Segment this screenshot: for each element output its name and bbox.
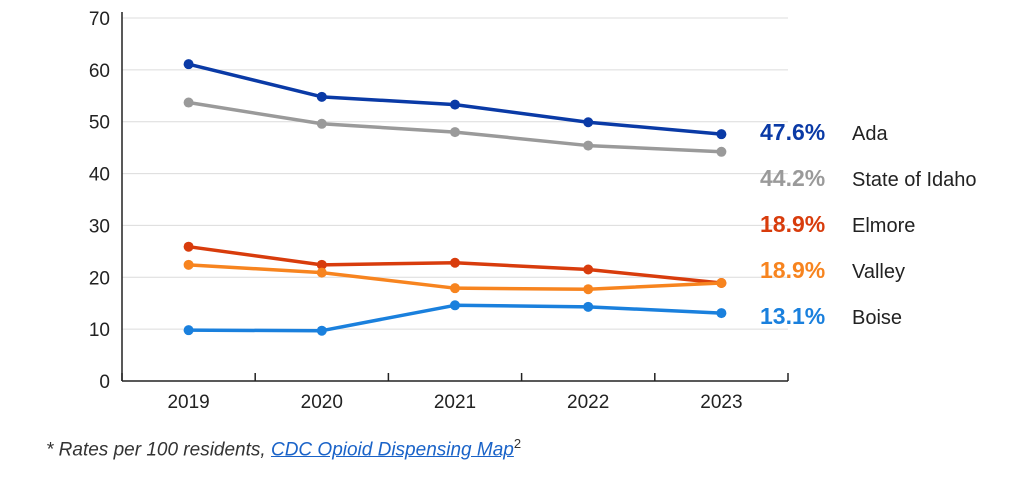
data-point-boise <box>583 301 594 312</box>
data-point-boise <box>183 325 194 336</box>
data-point-valley <box>583 284 594 295</box>
footnote: * Rates per 100 residents, CDC Opioid Di… <box>46 436 521 461</box>
end-value-boise: 13.1% <box>760 303 825 329</box>
data-point-elmore <box>316 259 327 270</box>
data-point-state-of-idaho <box>450 127 460 138</box>
data-point-ada <box>183 59 194 70</box>
data-point-ada <box>316 91 327 102</box>
data-point-state-of-idaho <box>183 97 194 108</box>
y-tick-label: 40 <box>89 165 110 186</box>
data-point-boise <box>450 300 460 311</box>
end-value-valley: 18.9% <box>760 257 825 283</box>
y-tick-label: 70 <box>89 9 110 30</box>
axes: 0 10 20 30 40 50 60 70 2019 2020 2021 2022 2023 <box>89 9 789 413</box>
x-tick-label: 2019 <box>167 392 209 413</box>
x-tick-label: 2020 <box>301 392 343 413</box>
y-tick-label: 20 <box>89 268 110 289</box>
x-tick-label: 2022 <box>567 392 609 413</box>
data-point-state-of-idaho <box>716 146 727 157</box>
y-tick-label: 0 <box>99 372 110 393</box>
series-name-boise: Boise <box>852 307 902 329</box>
series-lines <box>183 59 727 336</box>
data-point-elmore <box>583 264 594 275</box>
series-name-elmore: Elmore <box>852 215 915 237</box>
x-tick-label: 2021 <box>434 392 476 413</box>
data-point-valley <box>183 259 194 270</box>
footnote-text: * Rates per 100 residents, <box>46 439 271 461</box>
end-value-elmore: 18.9% <box>760 211 825 237</box>
end-labels: 47.6% Ada 44.2% State of Idaho 18.9% Elmore 18… <box>760 119 977 329</box>
data-point-ada <box>450 99 460 110</box>
data-point-elmore <box>450 257 460 268</box>
grid-lines <box>122 17 788 330</box>
data-point-boise <box>716 308 727 319</box>
line-chart: 0 10 20 30 40 50 60 70 2019 2020 2021 2022 2023 47.6… <box>89 9 977 413</box>
data-point-state-of-idaho <box>316 118 327 129</box>
series-name-ada: Ada <box>852 123 888 145</box>
series-name-valley: Valley <box>852 261 905 283</box>
data-point-state-of-idaho <box>583 140 594 151</box>
data-point-valley <box>450 283 460 294</box>
y-tick-label: 30 <box>89 216 110 237</box>
y-tick-label: 50 <box>89 113 110 134</box>
data-point-ada <box>716 129 727 140</box>
data-point-ada <box>583 117 594 128</box>
data-point-elmore <box>183 241 194 252</box>
end-value-state-of-idaho: 44.2% <box>760 165 825 191</box>
data-point-valley <box>316 267 327 278</box>
x-tick-label: 2023 <box>700 392 742 413</box>
series-line-ada <box>186 62 724 136</box>
data-point-boise <box>316 325 327 336</box>
footnote-superscript: 2 <box>513 436 522 451</box>
y-tick-label: 60 <box>89 61 110 82</box>
end-value-ada: 47.6% <box>760 119 825 145</box>
data-point-valley <box>716 277 727 288</box>
series-name-state-of-idaho: State of Idaho <box>852 169 977 191</box>
cdc-opioid-map-link[interactable]: CDC Opioid Dispensing Map <box>270 439 514 461</box>
y-tick-label: 10 <box>89 320 110 341</box>
